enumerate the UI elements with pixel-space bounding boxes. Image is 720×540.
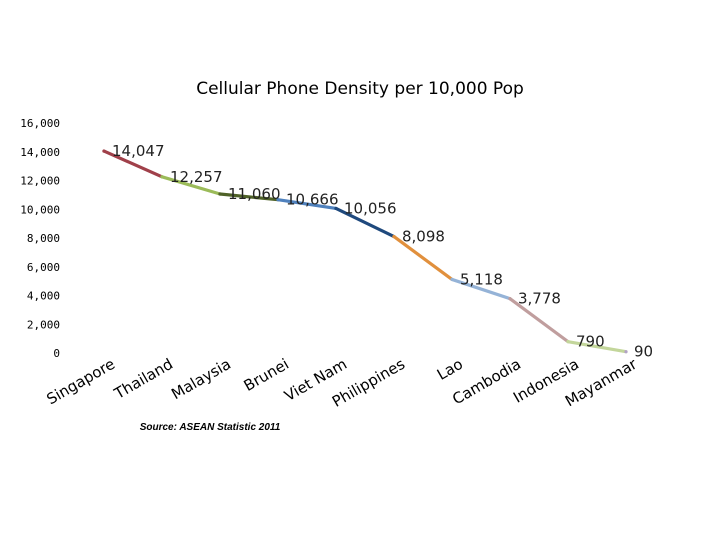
data-label: 5,118	[460, 270, 503, 288]
line-segment	[392, 234, 454, 282]
data-label: 90	[634, 343, 653, 361]
y-tick-label: 16,000	[20, 117, 60, 130]
data-label: 11,060	[228, 185, 281, 203]
y-tick-label: 2,000	[27, 318, 60, 331]
data-label: 14,047	[112, 142, 165, 160]
data-point	[218, 192, 222, 196]
line-segment	[450, 277, 512, 301]
y-tick-label: 0	[53, 347, 60, 360]
data-point	[508, 297, 512, 301]
line-segment	[508, 297, 570, 344]
data-labels: 14,047 12,257 11,060 10,666 10,056 8,098 5,118…	[112, 142, 653, 361]
line-segment	[160, 175, 222, 196]
x-tick-label: Singapore	[43, 355, 118, 408]
data-label: 12,257	[170, 168, 223, 186]
data-point	[102, 149, 106, 153]
y-tick-label: 12,000	[20, 175, 60, 188]
line-segment	[218, 192, 280, 202]
data-point	[160, 175, 164, 179]
y-tick-label: 6,000	[27, 261, 60, 274]
data-label: 8,098	[402, 228, 445, 246]
data-point	[450, 277, 454, 282]
source-note: Source: ASEAN Statistic 2011	[140, 422, 281, 433]
line-segment	[102, 149, 164, 179]
chart-title: Cellular Phone Density per 10,000 Pop	[196, 79, 524, 99]
x-tick-label: Malaysia	[168, 355, 234, 403]
data-label: 790	[576, 333, 605, 351]
x-tick-label: Thailand	[110, 355, 176, 403]
data-point	[392, 234, 396, 239]
data-line	[102, 149, 628, 354]
y-tick-label: 14,000	[20, 146, 60, 159]
y-tick-label: 4,000	[27, 290, 60, 303]
line-segment	[334, 206, 396, 239]
y-tick-label: 8,000	[27, 232, 60, 245]
data-label: 10,666	[286, 191, 339, 209]
data-point	[566, 340, 570, 344]
data-point	[334, 206, 338, 211]
data-point	[624, 350, 628, 354]
data-point	[276, 198, 280, 202]
line-segment	[566, 340, 628, 354]
y-tick-label: 10,000	[20, 203, 60, 216]
data-label: 10,056	[344, 199, 397, 217]
y-axis: 0 2,000 4,000 6,000 8,000 10,000 12,000 14,000 1…	[20, 117, 60, 360]
line-segment	[276, 198, 338, 211]
data-label: 3,778	[518, 290, 561, 308]
x-tick-label: Lao	[434, 355, 466, 384]
